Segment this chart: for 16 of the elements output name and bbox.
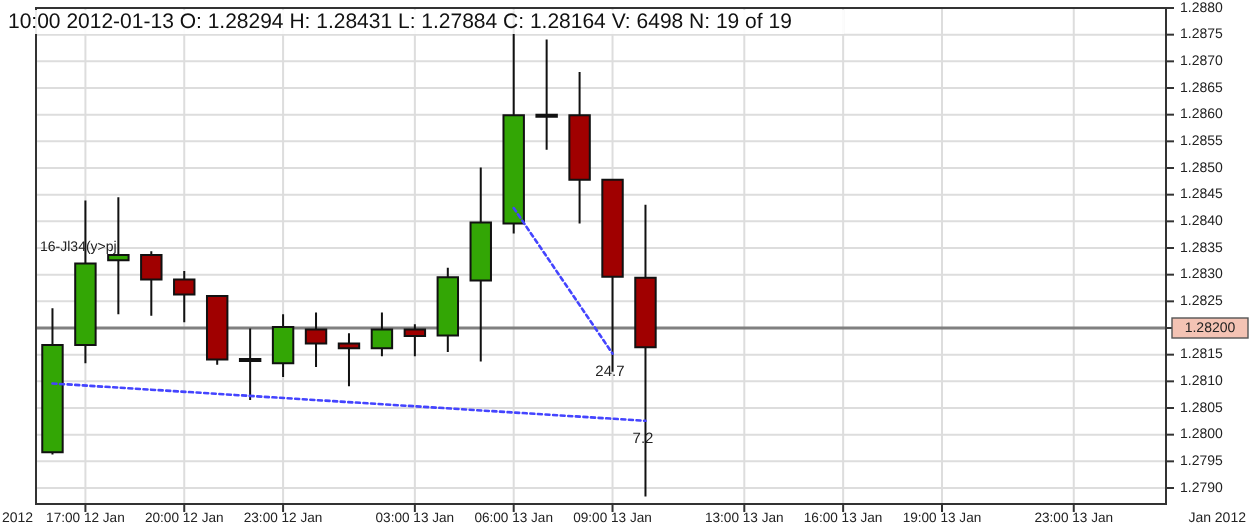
candlestick [238, 327, 262, 401]
candlestick [568, 71, 591, 225]
candlestick [205, 293, 229, 366]
chart-title: 10:00 2012-01-13 O: 1.28294 H: 1.28431 L: 1.27884 C: 1.28164 V: 6498 N: 19 of 19 [8, 10, 793, 34]
candlestick [469, 166, 492, 363]
candlestick [304, 311, 328, 368]
candlestick [436, 266, 460, 353]
candlestick [403, 323, 427, 358]
candlestick [535, 38, 558, 151]
candlestick [41, 307, 64, 456]
candlestick [634, 203, 657, 498]
candlestick [140, 250, 163, 317]
candlestick [337, 332, 361, 388]
candlestick [173, 269, 196, 324]
candlestick [271, 313, 295, 379]
candlestick [370, 311, 394, 358]
